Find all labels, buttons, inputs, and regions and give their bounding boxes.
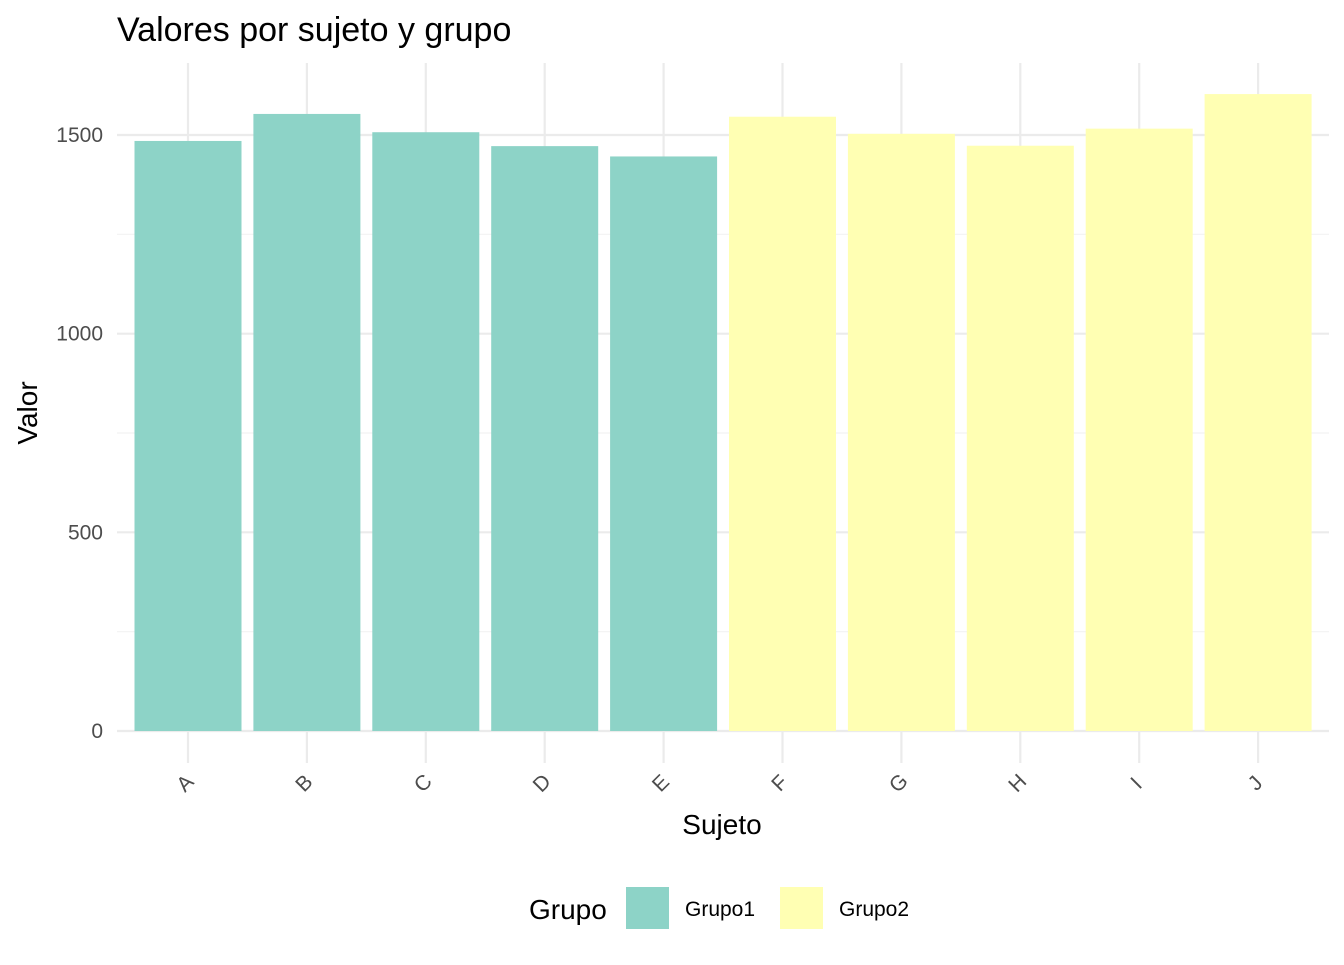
bar-e — [610, 156, 718, 731]
legend-key-grupo1 — [626, 887, 669, 929]
legend: Grupo Grupo1 Grupo2 — [529, 887, 909, 929]
x-tick-label: C — [410, 770, 437, 797]
y-tick-label: 0 — [91, 720, 103, 743]
bar-h — [966, 145, 1074, 731]
x-tick-label: G — [885, 769, 913, 797]
x-tick-label: I — [1126, 773, 1146, 793]
bar-j — [1204, 94, 1312, 732]
y-tick-label: 1000 — [56, 323, 103, 346]
x-tick-label: E — [648, 770, 674, 796]
bar-b — [253, 113, 361, 731]
legend-label-grupo1: Grupo1 — [685, 898, 755, 921]
bar-g — [847, 133, 955, 732]
x-tick-label: F — [767, 771, 792, 796]
y-axis-title: Valor — [12, 381, 43, 444]
x-tick-label: D — [529, 770, 556, 797]
bar-f — [729, 116, 836, 732]
bar-c — [372, 132, 480, 731]
x-tick-label: J — [1244, 772, 1268, 796]
legend-key-grupo2 — [780, 887, 823, 929]
bar-d — [491, 146, 599, 731]
x-tick-label: B — [291, 770, 317, 796]
legend-label-grupo2: Grupo2 — [839, 898, 909, 921]
bar-i — [1085, 128, 1193, 731]
chart-title: Valores por sujeto y grupo — [117, 11, 511, 49]
bars — [134, 94, 1312, 732]
x-tick-label: A — [172, 770, 198, 796]
x-tick-label: H — [1004, 770, 1031, 797]
y-axis-ticks: 0 500 1000 1500 — [56, 124, 103, 743]
y-tick-label: 500 — [68, 521, 103, 544]
legend-title: Grupo — [529, 894, 607, 925]
y-tick-label: 1500 — [56, 124, 103, 147]
bar-a — [134, 140, 242, 731]
x-axis-title: Sujeto — [682, 809, 761, 840]
x-axis-ticks: A B C D E F G H I J — [172, 769, 1267, 797]
